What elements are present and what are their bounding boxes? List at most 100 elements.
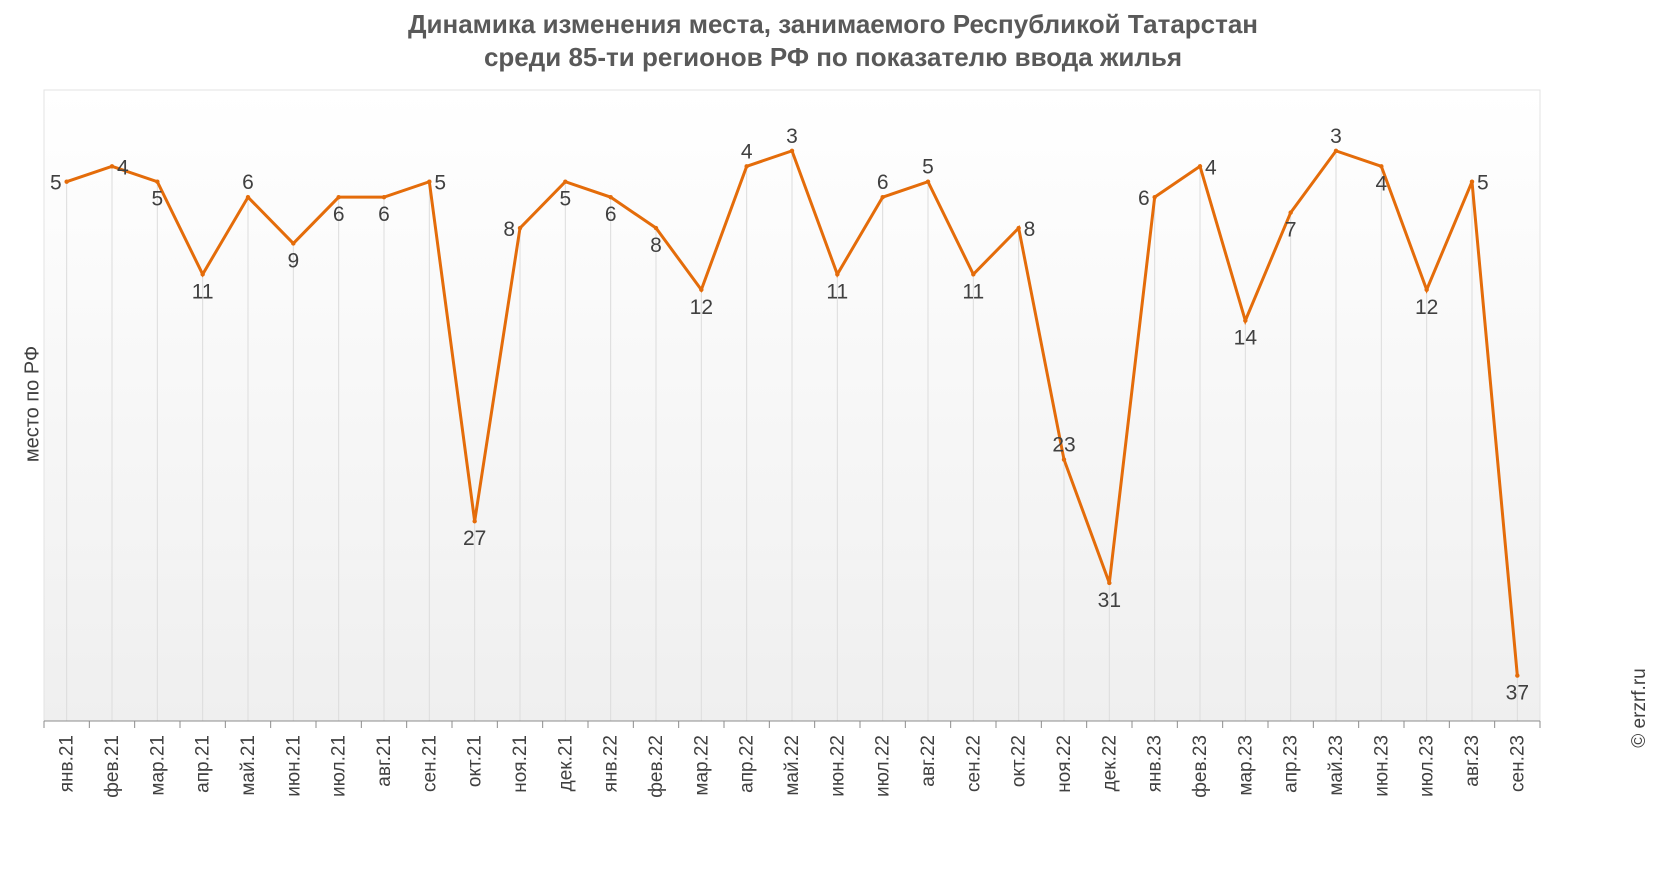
x-tick-label: ноя.22 (1054, 735, 1075, 793)
data-point (1107, 580, 1112, 586)
data-point (971, 272, 976, 277)
x-tick-label: июн.23 (1371, 735, 1392, 797)
x-tick-label: сен.23 (1507, 735, 1528, 792)
x-tick-label: дек.21 (555, 735, 576, 791)
x-tick-label: апр.22 (737, 735, 758, 793)
data-point (1288, 210, 1293, 215)
data-label: 9 (287, 249, 299, 272)
data-label: 6 (378, 203, 390, 226)
copyright-watermark: © erzrf.ru (1629, 668, 1650, 748)
gridlines (66, 150, 1518, 721)
data-point (291, 241, 296, 246)
data-point (653, 225, 659, 231)
x-axis-ticks (43, 721, 1541, 728)
chart-title-line-2: среди 85-ти регионов РФ по показателю вв… (483, 42, 1183, 72)
data-label: 12 (690, 296, 713, 319)
x-tick-label: дек.22 (1099, 735, 1120, 791)
x-tick-label: ноя.21 (510, 735, 531, 793)
chart-title: Динамика изменения места, занимаемого Ре… (0, 8, 1666, 74)
data-label: 37 (1506, 682, 1529, 705)
x-tick-label: сен.21 (419, 735, 440, 792)
data-point (427, 179, 432, 184)
data-label: 31 (1098, 589, 1121, 612)
x-tick-label: фев.21 (102, 735, 123, 798)
x-tick-label: окт.22 (1009, 735, 1030, 787)
data-label: 4 (1375, 172, 1387, 195)
data-label: 8 (650, 234, 662, 257)
data-label: 5 (922, 156, 934, 179)
data-label: 5 (1477, 172, 1489, 195)
data-point (200, 272, 205, 277)
data-point (1379, 164, 1384, 169)
data-label: 6 (242, 171, 254, 194)
data-label: 5 (559, 188, 571, 211)
data-label: 14 (1234, 327, 1258, 350)
data-label: 6 (877, 171, 889, 194)
data-label: 5 (50, 172, 62, 195)
data-point (1515, 673, 1520, 678)
data-point (1197, 164, 1203, 169)
x-tick-label: янв.23 (1145, 735, 1166, 792)
data-point (155, 179, 160, 184)
data-point (1016, 225, 1021, 231)
x-tick-label: фев.23 (1190, 735, 1211, 798)
data-point (563, 179, 568, 184)
data-label: 11 (192, 280, 214, 303)
x-tick-label: фев.22 (646, 735, 667, 798)
x-tick-label: май.22 (782, 735, 803, 796)
x-tick-label: янв.21 (57, 735, 78, 792)
data-point (744, 164, 749, 169)
data-point (381, 194, 387, 200)
data-point (1152, 194, 1157, 200)
x-tick-label: июн.22 (827, 735, 848, 797)
data-point (925, 179, 931, 184)
data-label: 4 (741, 140, 753, 163)
x-tick-label: июл.21 (329, 735, 350, 797)
data-point (517, 225, 523, 231)
x-tick-label: сен.22 (963, 735, 984, 792)
data-point (1061, 457, 1067, 462)
x-tick-label: авг.22 (918, 735, 939, 787)
data-label: 6 (1138, 187, 1150, 210)
x-tick-label: июн.21 (283, 735, 304, 797)
data-point (835, 272, 840, 277)
x-tick-label: мар.21 (147, 735, 168, 796)
data-label: 3 (1330, 125, 1342, 148)
x-tick-label: янв.22 (601, 735, 622, 792)
data-point (1333, 148, 1339, 154)
data-label: 11 (962, 280, 984, 303)
data-label: 12 (1415, 296, 1438, 319)
x-tick-label: апр.23 (1281, 735, 1302, 793)
data-label: 5 (434, 172, 446, 195)
x-axis-labels: янв.21 фев.21 мар.21 апр.21 май.21 июн.21 июл.… (57, 735, 1529, 798)
data-label: 4 (117, 156, 129, 179)
data-point (699, 287, 704, 292)
data-point (472, 519, 477, 524)
data-label: 27 (463, 527, 486, 550)
data-label: 6 (605, 203, 617, 226)
data-label: 3 (786, 125, 798, 148)
data-point (1469, 179, 1475, 184)
data-point (64, 179, 69, 184)
data-label: 4 (1205, 156, 1217, 179)
data-point (336, 194, 341, 200)
x-tick-label: мар.23 (1235, 735, 1256, 796)
data-point (789, 148, 795, 154)
x-tick-label: окт.21 (465, 735, 486, 787)
data-point (1424, 287, 1429, 292)
data-label: 8 (503, 218, 515, 241)
data-point (608, 194, 613, 200)
x-tick-label: апр.21 (193, 735, 214, 793)
data-label: 6 (333, 203, 345, 226)
data-label: 7 (1285, 219, 1297, 242)
data-label: 8 (1024, 218, 1036, 241)
data-label: 23 (1052, 434, 1075, 457)
data-label: 5 (151, 188, 163, 211)
x-tick-label: мар.22 (691, 735, 712, 796)
data-point (1243, 318, 1248, 323)
x-tick-label: июл.22 (873, 735, 894, 797)
chart-title-line-1: Динамика изменения места, занимаемого Ре… (407, 9, 1259, 39)
data-point (880, 194, 885, 200)
